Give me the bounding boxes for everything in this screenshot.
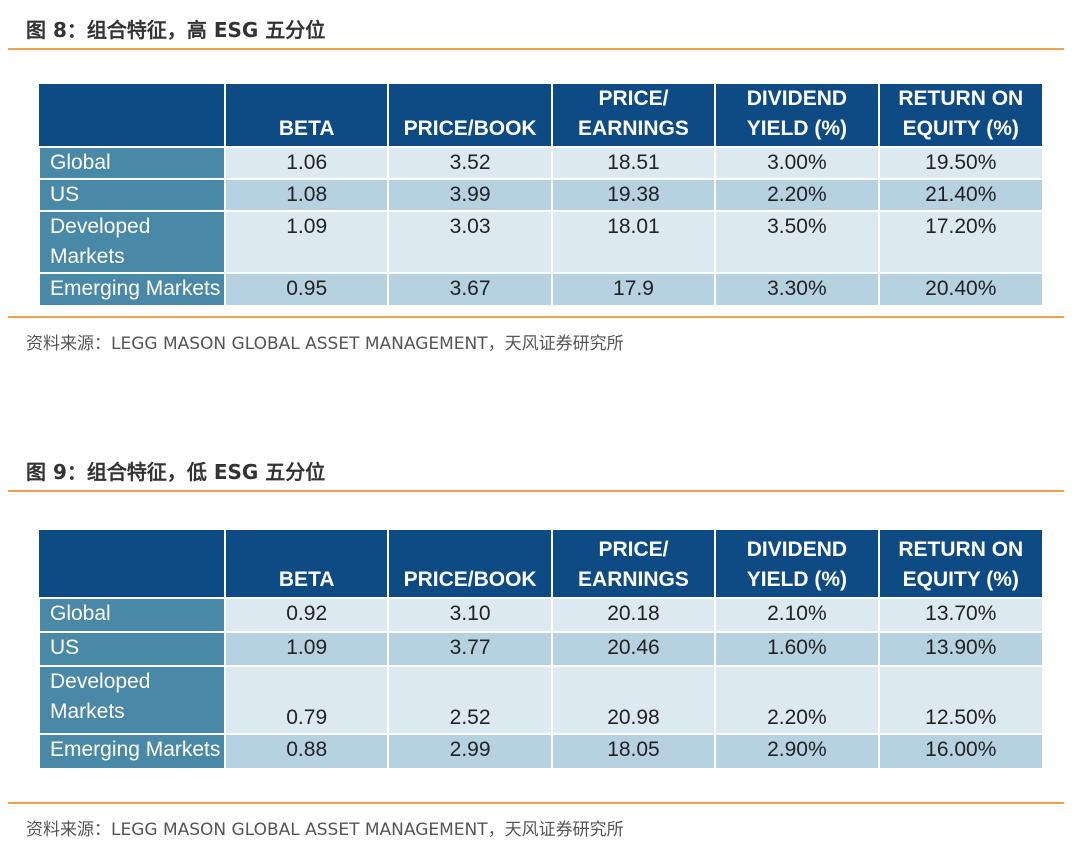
figure9-title: 图 9：组合特征，低 ESG 五分位 xyxy=(26,460,326,484)
cell-price-earnings: 20.18 xyxy=(550,597,716,632)
figure8-table: BETA PRICE/BOOK PRICE/ EARNINGS DIVIDEND… xyxy=(38,84,1042,305)
cell-price-book: 2.52 xyxy=(387,665,552,734)
table-row: Emerging Markets 0.95 3.67 17.9 3.30% 20… xyxy=(38,272,1042,305)
header-beta: BETA xyxy=(223,530,389,598)
figure8-title: 图 8：组合特征，高 ESG 五分位 xyxy=(26,18,326,42)
header-corner xyxy=(39,530,225,598)
cell-dividend-yield: 3.50% xyxy=(714,210,879,273)
cell-dividend-yield: 2.90% xyxy=(714,733,879,768)
cell-beta: 1.08 xyxy=(223,178,389,211)
cell-price-earnings: 20.46 xyxy=(550,631,716,666)
cell-price-earnings: 19.38 xyxy=(550,178,716,211)
cell-dividend-yield: 3.00% xyxy=(714,146,879,179)
cell-beta: 0.79 xyxy=(223,665,389,734)
cell-beta: 1.06 xyxy=(223,146,389,179)
cell-beta: 0.95 xyxy=(223,272,389,305)
cell-price-book: 3.77 xyxy=(387,631,552,666)
figure8-top-rule xyxy=(8,48,1064,50)
table-row: Developed Markets 1.09 3.03 18.01 3.50% … xyxy=(38,210,1042,273)
row-label: Emerging Markets xyxy=(38,272,225,305)
row-label: Developed Markets xyxy=(38,665,225,734)
cell-price-book: 3.99 xyxy=(387,178,552,211)
header-price-earnings: PRICE/ EARNINGS xyxy=(550,84,716,147)
cell-return-on-equity: 19.50% xyxy=(877,146,1042,179)
cell-price-earnings: 17.9 xyxy=(550,272,716,305)
table-row: Emerging Markets 0.88 2.99 18.05 2.90% 1… xyxy=(38,733,1042,768)
cell-price-book: 3.03 xyxy=(387,210,552,273)
cell-dividend-yield: 3.30% xyxy=(714,272,879,305)
row-label: Developed Markets xyxy=(38,210,225,273)
cell-price-earnings: 18.51 xyxy=(550,146,716,179)
cell-price-earnings: 18.01 xyxy=(550,210,716,273)
header-price-book: PRICE/BOOK xyxy=(387,84,552,147)
cell-dividend-yield: 2.10% xyxy=(714,597,879,632)
cell-price-book: 3.52 xyxy=(387,146,552,179)
header-return-on-equity: RETURN ON EQUITY (%) xyxy=(877,84,1042,147)
header-return-on-equity: RETURN ON EQUITY (%) xyxy=(877,530,1042,598)
table-row: Developed Markets 0.79 2.52 20.98 2.20% … xyxy=(38,665,1042,734)
header-price-earnings: PRICE/ EARNINGS xyxy=(550,530,716,598)
cell-price-book: 2.99 xyxy=(387,733,552,768)
header-price-book: PRICE/BOOK xyxy=(387,530,552,598)
cell-beta: 1.09 xyxy=(223,210,389,273)
row-label: US xyxy=(38,631,225,666)
row-label: Global xyxy=(38,146,225,179)
cell-beta: 1.09 xyxy=(223,631,389,666)
row-label: Emerging Markets xyxy=(38,733,225,768)
cell-price-earnings: 20.98 xyxy=(550,665,716,734)
header-dividend-yield: DIVIDEND YIELD (%) xyxy=(714,530,879,598)
row-label: Global xyxy=(38,597,225,632)
cell-return-on-equity: 17.20% xyxy=(877,210,1042,273)
table-row: Global 1.06 3.52 18.51 3.00% 19.50% xyxy=(38,146,1042,179)
cell-price-book: 3.67 xyxy=(387,272,552,305)
cell-dividend-yield: 1.60% xyxy=(714,631,879,666)
cell-return-on-equity: 20.40% xyxy=(877,272,1042,305)
cell-return-on-equity: 12.50% xyxy=(877,665,1042,734)
row-label: US xyxy=(38,178,225,211)
cell-price-book: 3.10 xyxy=(387,597,552,632)
cell-beta: 0.88 xyxy=(223,733,389,768)
figure9-bottom-rule xyxy=(8,802,1064,804)
cell-return-on-equity: 21.40% xyxy=(877,178,1042,211)
figure8-source: 资料来源：LEGG MASON GLOBAL ASSET MANAGEMENT，… xyxy=(26,334,624,354)
header-corner xyxy=(39,84,225,147)
table-row: Global 0.92 3.10 20.18 2.10% 13.70% xyxy=(38,597,1042,632)
figure9-table: BETA PRICE/BOOK PRICE/ EARNINGS DIVIDEND… xyxy=(38,530,1042,768)
table-row: US 1.09 3.77 20.46 1.60% 13.90% xyxy=(38,631,1042,666)
cell-dividend-yield: 2.20% xyxy=(714,665,879,734)
table-row: US 1.08 3.99 19.38 2.20% 21.40% xyxy=(38,178,1042,211)
cell-dividend-yield: 2.20% xyxy=(714,178,879,211)
cell-return-on-equity: 16.00% xyxy=(877,733,1042,768)
cell-return-on-equity: 13.90% xyxy=(877,631,1042,666)
cell-beta: 0.92 xyxy=(223,597,389,632)
figure9-top-rule xyxy=(8,490,1064,492)
cell-price-earnings: 18.05 xyxy=(550,733,716,768)
cell-return-on-equity: 13.70% xyxy=(877,597,1042,632)
table-header-row: BETA PRICE/BOOK PRICE/ EARNINGS DIVIDEND… xyxy=(39,84,1042,147)
table-header-row: BETA PRICE/BOOK PRICE/ EARNINGS DIVIDEND… xyxy=(39,530,1042,598)
figure9-source: 资料来源：LEGG MASON GLOBAL ASSET MANAGEMENT，… xyxy=(26,820,624,840)
header-dividend-yield: DIVIDEND YIELD (%) xyxy=(714,84,879,147)
header-beta: BETA xyxy=(223,84,389,147)
figure8-bottom-rule xyxy=(8,316,1064,318)
